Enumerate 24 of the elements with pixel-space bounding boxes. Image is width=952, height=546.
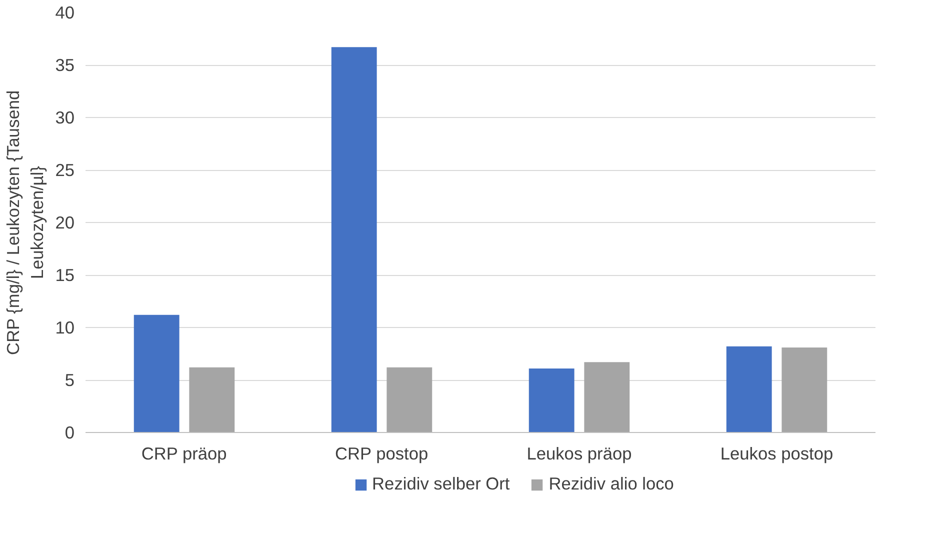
y-tick-label: 10: [55, 318, 75, 338]
bar: [726, 346, 772, 432]
bar: [782, 347, 828, 432]
x-tick-label: Leukos präop: [526, 444, 632, 464]
y-tick-label: 40: [55, 2, 75, 22]
x-tick-label: CRP postop: [335, 444, 428, 464]
legend-label: Rezidiv alio loco: [548, 474, 674, 494]
bar: [331, 47, 377, 432]
bar: [528, 368, 574, 432]
y-axis-title: CRP {mg/l} / Leukozyten {Tausend Leukozyten/µl}: [3, 90, 48, 355]
y-tick-label: 25: [55, 160, 75, 180]
legend-label: Rezidiv selber Ort: [372, 474, 510, 494]
y-tick-label: 15: [55, 265, 75, 285]
y-tick-label: 0: [64, 422, 75, 442]
bar: [134, 314, 180, 432]
x-tick-label: Leukos postop: [720, 444, 834, 464]
x-tick-label: CRP präop: [141, 444, 227, 464]
y-tick-label: 35: [55, 55, 75, 75]
bar: [189, 367, 235, 432]
y-tick-label: 20: [55, 212, 75, 232]
bar: [584, 362, 630, 432]
y-tick-label: 5: [64, 370, 75, 390]
bar: [386, 367, 432, 432]
y-tick-label: 30: [55, 108, 75, 128]
